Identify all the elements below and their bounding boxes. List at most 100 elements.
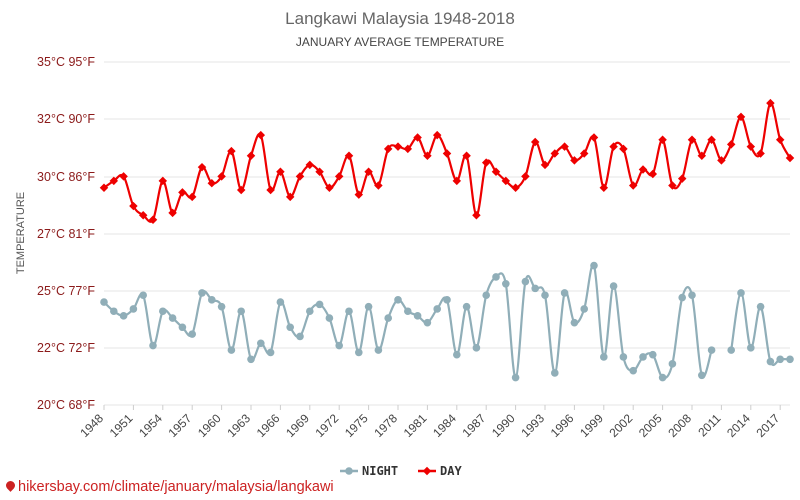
data-point-night[interactable]: [149, 341, 157, 350]
data-point-day[interactable]: [295, 172, 305, 181]
data-point-day[interactable]: [158, 176, 168, 186]
data-point-night[interactable]: [119, 312, 128, 320]
data-point-day[interactable]: [521, 172, 530, 181]
data-point-night[interactable]: [325, 314, 334, 322]
data-point-night[interactable]: [482, 291, 491, 300]
data-point-day[interactable]: [236, 185, 246, 195]
data-point-night[interactable]: [355, 348, 363, 357]
data-point-day[interactable]: [246, 151, 256, 160]
data-point-night[interactable]: [707, 346, 716, 354]
data-point-night[interactable]: [266, 348, 275, 357]
data-point-night[interactable]: [600, 353, 608, 361]
data-point-day[interactable]: [432, 130, 442, 140]
data-point-day[interactable]: [344, 151, 354, 160]
data-point-day[interactable]: [285, 192, 295, 202]
data-point-day[interactable]: [472, 210, 481, 220]
data-point-night[interactable]: [747, 344, 755, 352]
data-point-day[interactable]: [393, 142, 403, 151]
data-point-night[interactable]: [217, 302, 226, 311]
data-point-night[interactable]: [521, 277, 530, 286]
data-point-night[interactable]: [257, 339, 265, 348]
data-point-night[interactable]: [776, 355, 784, 364]
data-point-night[interactable]: [345, 307, 353, 316]
legend-item-night[interactable]: NIGHT: [340, 464, 398, 478]
data-point-night[interactable]: [639, 353, 647, 361]
data-point-night[interactable]: [727, 346, 735, 354]
data-point-night[interactable]: [198, 289, 206, 297]
data-point-night[interactable]: [453, 350, 461, 359]
data-point-day[interactable]: [138, 210, 148, 220]
data-point-night[interactable]: [668, 360, 677, 368]
data-point-night[interactable]: [237, 307, 245, 316]
data-point-night[interactable]: [364, 302, 373, 311]
data-point-night[interactable]: [374, 346, 383, 354]
data-point-night[interactable]: [658, 373, 667, 382]
data-point-night[interactable]: [423, 318, 432, 327]
data-point-night[interactable]: [560, 289, 569, 297]
data-point-day[interactable]: [462, 151, 471, 160]
data-point-night[interactable]: [404, 307, 412, 316]
data-point-day[interactable]: [364, 167, 373, 177]
data-point-night[interactable]: [306, 307, 314, 316]
data-point-day[interactable]: [540, 160, 550, 170]
data-point-night[interactable]: [688, 291, 696, 300]
data-point-night[interactable]: [110, 307, 118, 316]
data-point-night[interactable]: [590, 261, 598, 270]
data-point-night[interactable]: [649, 350, 657, 359]
data-point-day[interactable]: [452, 176, 462, 186]
data-point-day[interactable]: [256, 130, 266, 140]
data-point-night[interactable]: [276, 298, 285, 306]
legend[interactable]: NIGHT DAY: [340, 464, 462, 478]
data-point-day[interactable]: [354, 190, 364, 199]
data-point-day[interactable]: [413, 133, 422, 142]
data-point-night[interactable]: [335, 341, 344, 350]
data-point-night[interactable]: [766, 357, 775, 366]
data-point-day[interactable]: [315, 167, 324, 177]
data-point-day[interactable]: [197, 162, 207, 172]
data-point-day[interactable]: [119, 172, 128, 181]
data-point-night[interactable]: [413, 312, 422, 320]
legend-item-day[interactable]: DAY: [418, 464, 462, 478]
data-point-night[interactable]: [394, 296, 402, 304]
data-point-night[interactable]: [570, 318, 579, 327]
data-point-night[interactable]: [619, 353, 628, 361]
data-point-day[interactable]: [589, 133, 599, 142]
data-point-night[interactable]: [629, 366, 637, 375]
data-point-night[interactable]: [580, 305, 588, 313]
data-point-day[interactable]: [481, 158, 491, 167]
data-point-day[interactable]: [775, 135, 785, 144]
data-point-night[interactable]: [247, 355, 255, 364]
data-point-night[interactable]: [433, 305, 442, 313]
data-point-night[interactable]: [786, 355, 794, 364]
data-point-night[interactable]: [315, 300, 324, 309]
data-point-day[interactable]: [266, 185, 275, 195]
data-point-day[interactable]: [334, 172, 344, 181]
data-point-day[interactable]: [168, 208, 177, 218]
data-point-night[interactable]: [531, 284, 539, 293]
data-point-day[interactable]: [217, 172, 226, 181]
data-point-day[interactable]: [129, 201, 138, 211]
data-point-night[interactable]: [168, 314, 177, 322]
data-point-night[interactable]: [208, 296, 216, 304]
data-point-night[interactable]: [492, 273, 500, 281]
data-point-day[interactable]: [109, 176, 119, 186]
data-point-night[interactable]: [139, 291, 147, 300]
data-point-day[interactable]: [423, 151, 432, 160]
data-point-night[interactable]: [502, 280, 510, 288]
data-point-day[interactable]: [325, 183, 334, 193]
data-point-day[interactable]: [677, 174, 687, 183]
data-point-day[interactable]: [178, 188, 187, 197]
data-point-night[interactable]: [227, 346, 236, 354]
data-point-night[interactable]: [462, 302, 471, 311]
data-point-day[interactable]: [207, 178, 217, 188]
data-point-day[interactable]: [99, 183, 109, 193]
data-point-night[interactable]: [609, 282, 618, 290]
data-point-day[interactable]: [491, 167, 501, 177]
data-point-day[interactable]: [403, 144, 413, 154]
data-point-night[interactable]: [188, 330, 196, 338]
data-point-day[interactable]: [746, 142, 756, 151]
data-point-night[interactable]: [384, 314, 393, 322]
data-point-night[interactable]: [286, 323, 295, 332]
data-point-day[interactable]: [227, 146, 236, 156]
data-point-night[interactable]: [678, 293, 686, 302]
